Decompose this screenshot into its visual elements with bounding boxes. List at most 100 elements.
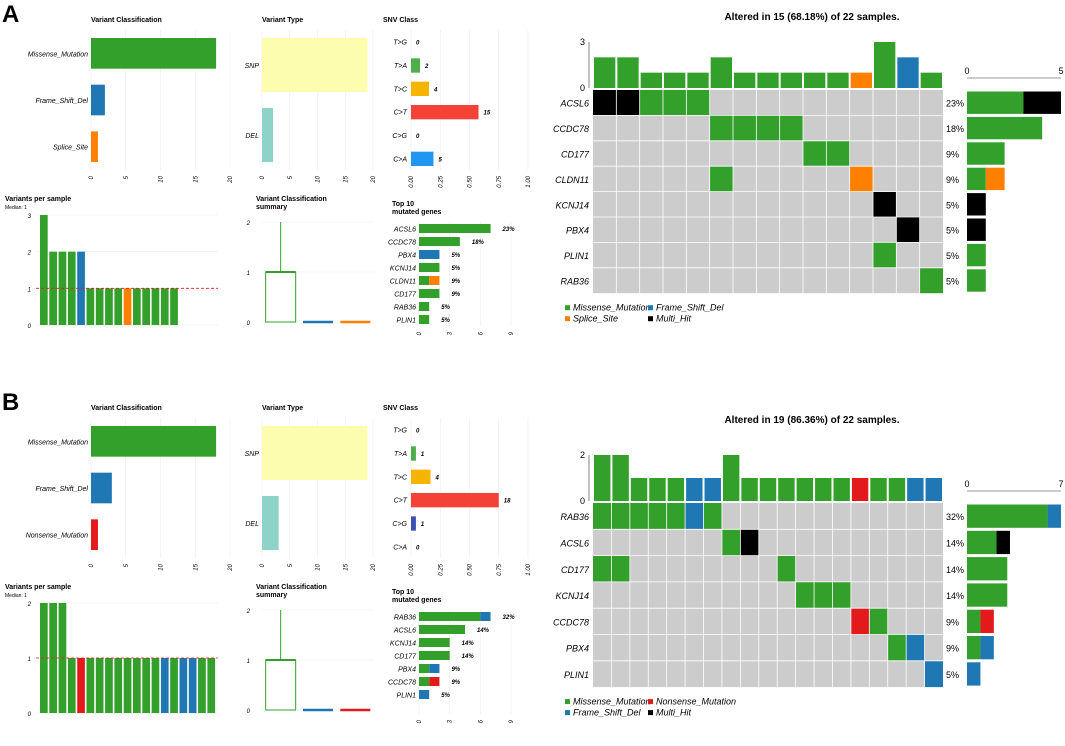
tmb-bar [612, 455, 629, 501]
oncoplot-gene-label: PLIN1 [564, 670, 589, 680]
oncoplot-gene-label: CLDN11 [555, 175, 589, 185]
right-bar [967, 504, 1048, 528]
top10-gene-label: KCNJ14 [390, 641, 416, 648]
per-sample-bar [114, 658, 123, 713]
top10-pct: 9% [451, 680, 460, 686]
oncoplot-pct: 14% [946, 538, 964, 548]
per-sample-bar [142, 658, 150, 713]
snv-value: 1 [421, 452, 425, 458]
oncoplot-gene-label: PBX4 [566, 226, 589, 236]
snv-bar [411, 81, 430, 96]
oncoplot-cell [611, 503, 630, 530]
snv-label: C>G [392, 521, 407, 528]
var-class-tick: 10 [159, 563, 165, 570]
per-sample-bar [114, 288, 123, 325]
top10-bar [419, 237, 460, 246]
oncoplot-gene-label: ACSL6 [559, 99, 589, 109]
oncoplot-gene-label: PBX4 [566, 644, 589, 654]
oncoplot-gene-label: RAB36 [560, 512, 589, 522]
top10-bar [419, 677, 430, 686]
tmb-bar [780, 72, 802, 88]
summary-tick: 0 [247, 709, 251, 715]
tmb-bar [815, 478, 832, 501]
right-bar [980, 636, 994, 660]
var-class-tick: 10 [159, 175, 165, 182]
oncoplot-gene-label: CD177 [561, 150, 590, 160]
oncoplot-gene-label: CCDC78 [553, 617, 589, 627]
snv-value: 15 [484, 111, 491, 117]
oncoplot-cell [896, 217, 920, 243]
var-type-label: SNP [245, 63, 260, 70]
tmb-bar [778, 478, 795, 501]
snv-label: C>A [393, 156, 407, 163]
var-class-tick: 20 [228, 175, 234, 183]
summary-tick: 1 [247, 659, 250, 665]
var-type-tick: 0 [260, 563, 266, 567]
var-type-tick: 15 [343, 563, 349, 570]
summary-title2: summary [256, 592, 287, 599]
right-bar [967, 243, 986, 267]
legend-swatch [648, 710, 653, 716]
oncoplot-cell [593, 555, 612, 582]
oncoplot-gene-label: RAB36 [560, 277, 589, 287]
top10-bar [419, 638, 450, 647]
tmb-bar [630, 478, 648, 501]
snv-value: 18 [504, 499, 511, 505]
var-type-tick: 20 [371, 175, 377, 183]
top10-title2: mutated genes [392, 597, 442, 604]
top10-tick: 3 [448, 719, 454, 723]
legend-label: Missense_Mutation [573, 303, 651, 313]
top10-gene-label: ACSL6 [393, 227, 416, 234]
snv-value: 4 [433, 87, 438, 93]
oncoplot-pct: 5% [946, 251, 959, 261]
top10-pct: 9% [451, 667, 460, 673]
var-type-tick: 5 [288, 563, 294, 567]
oncoplot-cell [709, 115, 733, 141]
tmb-bar [686, 478, 703, 501]
top10-tick: 6 [478, 331, 484, 335]
snv-label: T>C [394, 474, 408, 481]
oncoplot-pct: 14% [946, 565, 964, 575]
summary-box [265, 659, 297, 711]
per-sample-bar [151, 288, 160, 325]
var-type-bar [262, 426, 368, 480]
oncoplot-cell [733, 115, 757, 141]
right-bar [1023, 91, 1061, 114]
top10-bar [419, 224, 491, 233]
snv-tick: 0.25 [438, 175, 444, 187]
top10-bar [480, 612, 491, 621]
snv-tick: 0.00 [409, 563, 415, 575]
tmb-bar [722, 455, 740, 501]
var-class-label: Nonsense_Mutation [26, 533, 88, 540]
panel-label: A [2, 1, 19, 28]
per-sample-bar [188, 658, 197, 713]
snv-bar [411, 516, 416, 531]
per-sample-bar [123, 658, 132, 713]
tmb-bar [640, 72, 662, 88]
oncoplot-cell [869, 608, 888, 635]
var-class-bar [91, 519, 98, 550]
tmb-bar [649, 478, 666, 501]
var-class-tick: 0 [89, 175, 95, 179]
per-sample-bar [95, 658, 104, 713]
right-tick: 7 [1058, 479, 1063, 489]
per-sample-tick: 1 [28, 287, 31, 293]
top10-bar [419, 651, 450, 660]
snv-bar [411, 446, 416, 461]
oncoplot-pct: 9% [946, 175, 959, 185]
oncoplot-gene-label: KCNJ14 [555, 200, 589, 210]
summary-title: Variant Classification [256, 196, 327, 203]
snv-value: 4 [435, 475, 440, 481]
right-bar [980, 609, 994, 633]
oncoplot-pct: 9% [946, 150, 959, 160]
right-bar [996, 530, 1010, 555]
snv-label: C>T [394, 110, 408, 117]
legend-label: Multi_Hit [656, 314, 692, 324]
oncoplot-title: Altered in 15 (68.18%) of 22 samples. [724, 12, 899, 23]
var-type-tick: 10 [316, 563, 322, 570]
legend-label: Nonsense_Mutation [656, 697, 736, 707]
top10-gene-label: PLIN1 [397, 318, 417, 325]
right-bar [967, 609, 981, 633]
var-type-tick: 5 [288, 175, 294, 179]
oncoplot-cell [756, 115, 780, 141]
